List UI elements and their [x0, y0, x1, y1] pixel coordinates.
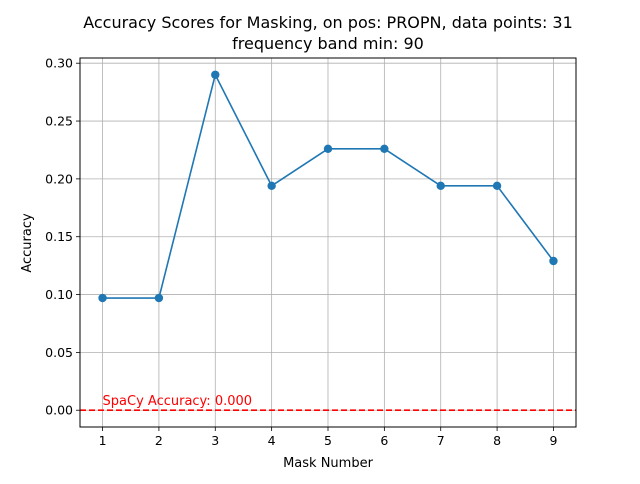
x-tick-label: 3: [211, 433, 219, 448]
grid: [80, 58, 576, 427]
data-point: [436, 181, 445, 191]
x-tick-label: 4: [268, 433, 276, 448]
y-tick-label: 0.30: [45, 56, 73, 71]
chart-title-line-1: Accuracy Scores for Masking, on pos: PRO…: [83, 13, 573, 32]
data-point: [549, 256, 558, 266]
x-tick-label: 1: [99, 433, 107, 448]
x-tick-label: 7: [437, 433, 445, 448]
y-tick-label: 0.05: [45, 345, 73, 360]
y-tick-label: 0.15: [45, 229, 73, 244]
data-point: [380, 144, 389, 154]
x-tick-label: 8: [493, 433, 501, 448]
x-tick-label: 5: [324, 433, 332, 448]
ticks: 1 2 3 4 5 6 7 8 9 0.00 0.05 0.10 0.15 0.20 0.25 0.30: [45, 56, 557, 448]
x-tick-label: 2: [155, 433, 163, 448]
y-tick-label: 0.00: [45, 403, 73, 418]
data-point: [323, 144, 333, 154]
x-tick-label: 9: [549, 433, 557, 448]
y-axis-label: Accuracy: [20, 213, 35, 273]
data-point: [98, 293, 107, 303]
y-tick-label: 0.20: [45, 171, 73, 186]
y-tick-label: 0.10: [45, 287, 73, 302]
data-point: [154, 293, 164, 303]
chart-title-line-2: frequency band min: 90: [232, 34, 424, 53]
data-point: [211, 70, 220, 79]
spacy-accuracy-annotation: SpaCy Accuracy: 0.000: [103, 394, 253, 409]
y-tick-label: 0.25: [45, 114, 73, 129]
data-point: [267, 181, 276, 191]
x-axis-label: Mask Number: [283, 456, 373, 471]
series-layer: [98, 70, 558, 303]
x-tick-label: 6: [380, 433, 388, 448]
data-point: [492, 181, 502, 191]
